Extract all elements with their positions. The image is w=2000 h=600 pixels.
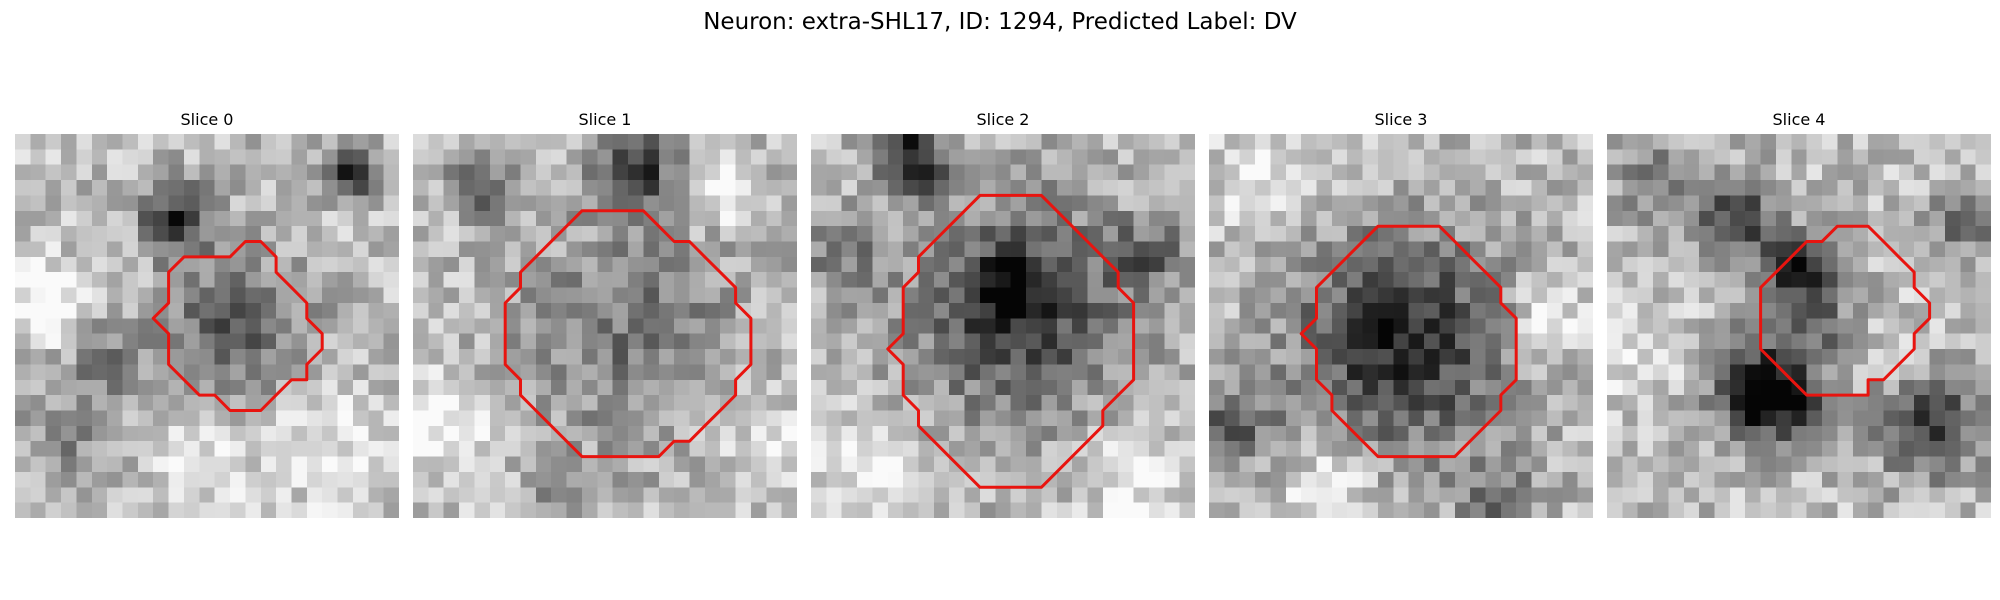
neuron-outline xyxy=(1759,224,1932,397)
micrograph-pixels xyxy=(811,134,1195,518)
slice-title: Slice 4 xyxy=(1772,110,1826,129)
micrograph-pixels xyxy=(413,134,797,518)
micrograph-pixels xyxy=(15,134,399,518)
micrograph-pixels xyxy=(1209,134,1593,518)
neuron-outline xyxy=(503,209,753,459)
micrograph-pixels xyxy=(1607,134,1991,518)
slice-image xyxy=(1209,134,1593,518)
slice-title: Slice 2 xyxy=(976,110,1030,129)
neuron-outline xyxy=(151,240,324,412)
slice-panel-3: Slice 3 xyxy=(1209,110,1593,518)
slice-panel-0: Slice 0 xyxy=(15,110,399,518)
slice-panel-2: Slice 2 xyxy=(811,110,1195,518)
neuron-outline xyxy=(1299,224,1518,459)
slice-image xyxy=(1607,134,1991,518)
slice-panel-4: Slice 4 xyxy=(1607,110,1991,518)
slice-title: Slice 3 xyxy=(1374,110,1428,129)
slice-panel-1: Slice 1 xyxy=(413,110,797,518)
slice-title: Slice 1 xyxy=(578,110,632,129)
slice-image xyxy=(811,134,1195,518)
slice-image xyxy=(15,134,399,518)
neuron-outline xyxy=(886,193,1136,489)
figure-title: Neuron: extra-SHL17, ID: 1294, Predicted… xyxy=(703,9,1297,35)
slice-title: Slice 0 xyxy=(180,110,234,129)
slice-image xyxy=(413,134,797,518)
